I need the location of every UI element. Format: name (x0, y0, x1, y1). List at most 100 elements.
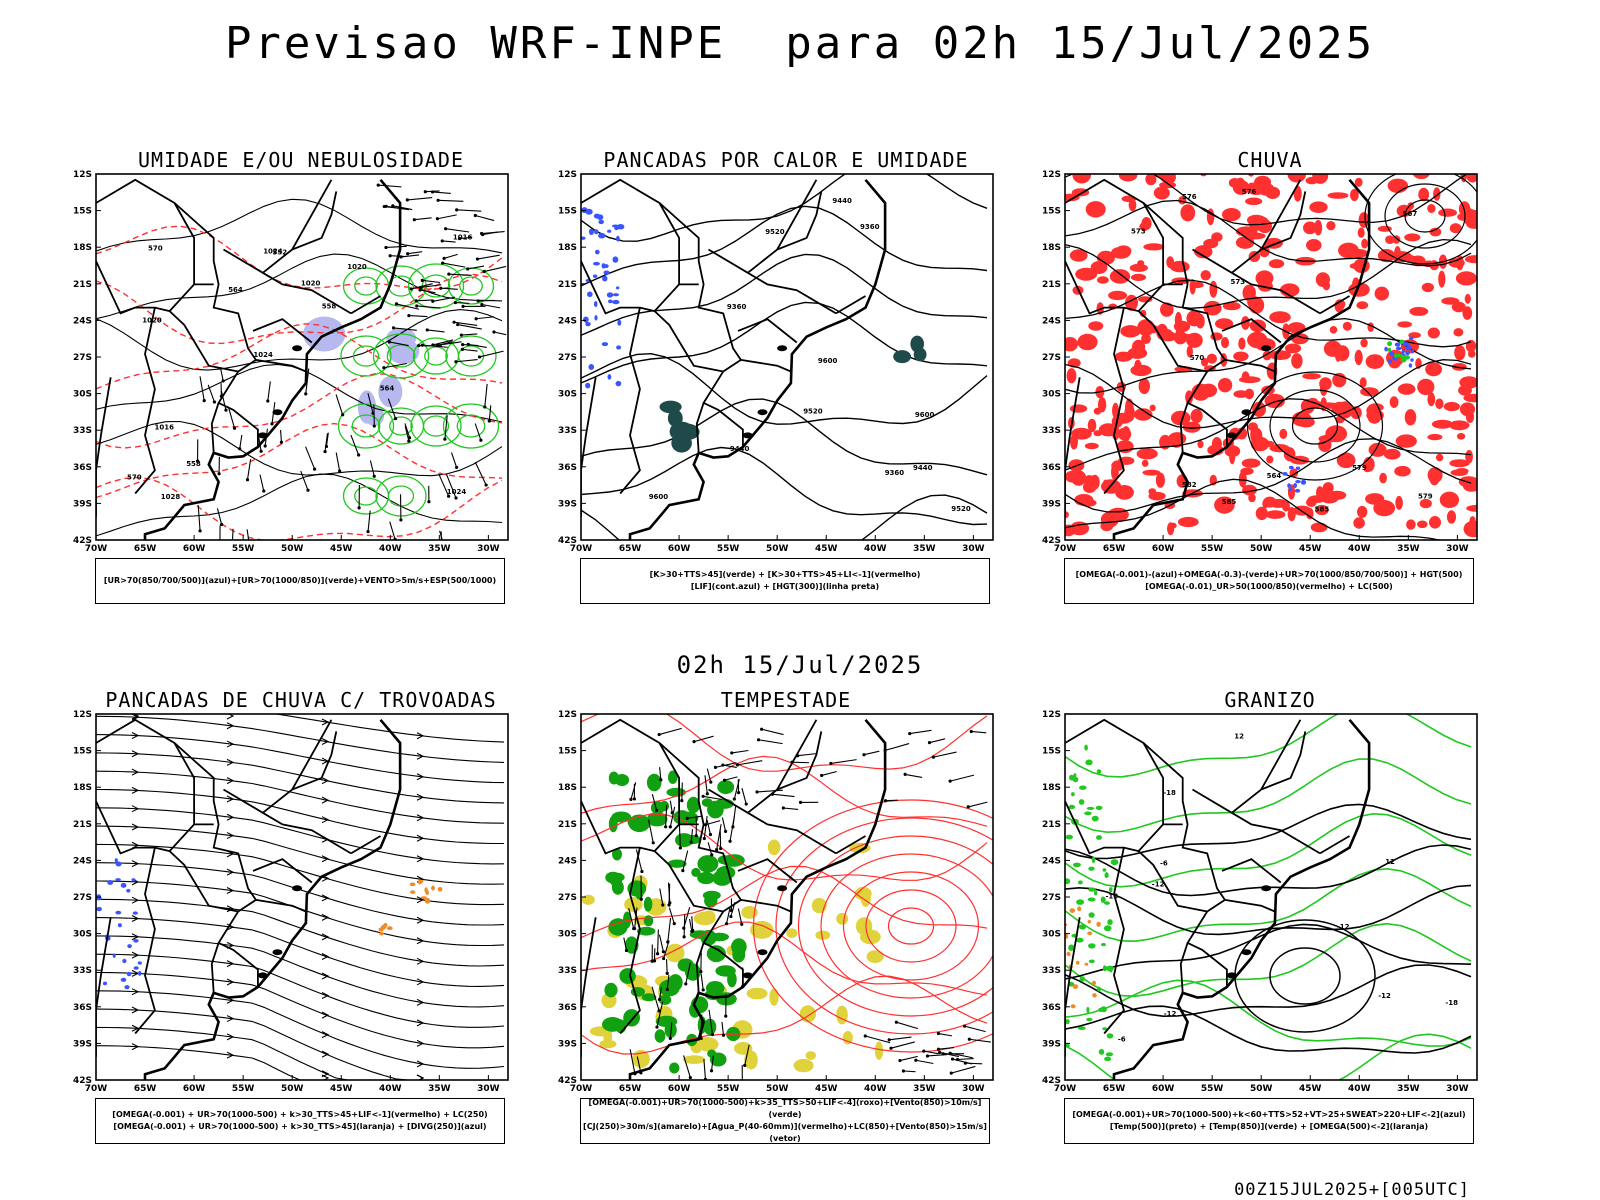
lon-tick-label: 65W (1103, 544, 1126, 554)
map-chuva: 585 585 582 579 576 573 570 579 576 573 567 564 12S 1… (1042, 170, 1478, 554)
lon-tick-label: 45W (815, 544, 838, 554)
lon-tick-label: 45W (1299, 1084, 1322, 1094)
legend-line: [CJ(250)>30m/s](amarelo)+[Agua_P(40-60mm… (583, 1122, 987, 1143)
lon-tick-label: 40W (379, 544, 402, 554)
panel-title: GRANIZO (1224, 688, 1316, 712)
lat-tick-label: 15S (1042, 207, 1061, 217)
lat-tick-label: 27S (558, 893, 577, 903)
lat-tick-label: 24S (558, 316, 577, 326)
lon-tick-label: 65W (1103, 1084, 1126, 1094)
contour-label: 12 (1234, 733, 1244, 741)
lat-tick-label: 42S (73, 536, 92, 546)
contour-label: 9520 (951, 505, 971, 513)
contour-label: 570 (127, 474, 142, 482)
panel-legend: [OMEGA(-0.001)+UR>70(1000-500)+k>35_TTS>… (580, 1098, 990, 1144)
lat-tick-label: 42S (558, 1076, 577, 1086)
lon-tick-label: 45W (815, 1084, 838, 1094)
contour-label: 9600 (915, 411, 935, 419)
panel-legend: [OMEGA(-0.001)+UR>70(1000-500)+k<60+TTS>… (1064, 1098, 1474, 1144)
lat-tick-label: 24S (558, 856, 577, 866)
lat-tick-label: 30S (1042, 390, 1061, 400)
contour-label: 573 (1131, 227, 1146, 235)
lat-tick-label: 12S (73, 710, 92, 720)
lon-tick-label: 35W (428, 544, 451, 554)
contour-label: -6 (1160, 859, 1168, 867)
lat-tick-label: 27S (73, 353, 92, 363)
panel-title: PANCADAS POR CALOR E UMIDADE (603, 148, 969, 172)
contour-label: 567 (1403, 210, 1418, 218)
lon-tick-label: 65W (619, 544, 642, 554)
lat-tick-label: 18S (73, 783, 92, 793)
lat-tick-label: 39S (1042, 499, 1061, 509)
lat-tick-label: 21S (558, 820, 577, 830)
run-timestamp: 00Z15JUL2025+[005UTC] (1234, 1180, 1470, 1200)
contour-label: 1016 (453, 233, 473, 241)
lat-tick-label: 27S (1042, 353, 1061, 363)
contour-label: 12 (1385, 858, 1395, 866)
lon-tick-label: 40W (864, 544, 887, 554)
contour-label: 552 (273, 249, 288, 257)
contour-label: 579 (1418, 493, 1433, 501)
lon-tick-label: 50W (766, 544, 789, 554)
lat-tick-label: 12S (558, 170, 577, 180)
lon-tick-label: 35W (1397, 544, 1420, 554)
contour-label: -12 (1337, 923, 1350, 931)
lon-tick-label: 60W (1152, 1084, 1175, 1094)
lon-tick-label: 50W (1250, 544, 1273, 554)
legend-line: [LIF](cont.azul) + [HGT(300)](linha pret… (690, 582, 880, 591)
lat-tick-label: 36S (558, 463, 577, 473)
lat-tick-label: 33S (1042, 966, 1061, 976)
map-panel-granizo: GRANIZO -6 -12 -12 -18 -18 -18 -12 -6 12 12 -12 12S 1… (1042, 688, 1564, 1178)
contour-label: 558 (322, 303, 337, 311)
lon-tick-label: 55W (232, 544, 255, 554)
lat-tick-label: 42S (1042, 536, 1061, 546)
map-panel-tempestade: TEMPESTADE 12S 15S 18S 21S 24S 27S 30S 33S 36S 39S… (558, 688, 1080, 1178)
lon-tick-label: 30W (477, 544, 500, 554)
lat-tick-label: 12S (558, 710, 577, 720)
lat-tick-label: 30S (558, 390, 577, 400)
panel-title: TEMPESTADE (720, 688, 852, 712)
lat-tick-label: 24S (73, 856, 92, 866)
lon-tick-label: 30W (962, 1084, 985, 1094)
lon-tick-label: 55W (717, 544, 740, 554)
lon-tick-label: 55W (232, 1084, 255, 1094)
lon-tick-label: 50W (1250, 1084, 1273, 1094)
contour-label: 9520 (803, 408, 823, 416)
contour-label: 1028 (161, 493, 181, 501)
contour-label: 564 (1267, 472, 1282, 480)
lon-tick-label: 30W (962, 544, 985, 554)
lat-tick-label: 27S (1042, 893, 1061, 903)
legend-line: [OMEGA(-0.001)+UR>70(1000-500)+k>35_TTS>… (588, 1098, 982, 1119)
map-pancadas_calor: 9600960096009520952094409440936093609440… (558, 170, 994, 554)
contour-label: 9440 (913, 464, 933, 472)
lat-tick-label: 24S (73, 316, 92, 326)
panel-legend: [OMEGA(-0.001) + UR>70(1000-500) + k>30_… (95, 1098, 505, 1144)
lat-tick-label: 24S (1042, 316, 1061, 326)
lon-tick-label: 45W (330, 1084, 353, 1094)
lon-tick-label: 60W (1152, 544, 1175, 554)
lat-tick-label: 30S (73, 930, 92, 940)
lat-tick-label: 12S (1042, 710, 1061, 720)
map-panel-chuva: CHUVA 585 585 582 579 576 573 570 579 576 573 567 56… (1042, 148, 1564, 638)
legend-line: [UR>70(850/700/500)](azul)+[UR>70(1000/8… (103, 576, 497, 585)
contour-label: 585 (1315, 506, 1330, 514)
lat-tick-label: 15S (1042, 747, 1061, 757)
lat-tick-label: 18S (558, 783, 577, 793)
lat-tick-label: 33S (558, 966, 577, 976)
lon-tick-label: 45W (330, 544, 353, 554)
contour-label: 1020 (347, 263, 367, 271)
contour-label: 576 (1182, 193, 1197, 201)
legend-line: [K>30+TTS>45](verde) + [K>30+TTS>45+LI<-… (649, 570, 921, 579)
contour-label: 564 (380, 385, 395, 393)
map-panel-pancadas_calor: PANCADAS POR CALOR E UMIDADE 9600 9600 9600… (558, 148, 1080, 638)
legend-line: [OMEGA(-0.001)-(azul)+OMEGA(-0.3)-(verde… (1075, 570, 1463, 579)
lon-tick-label: 50W (766, 1084, 789, 1094)
lat-tick-label: 18S (1042, 783, 1061, 793)
lat-tick-label: 30S (73, 390, 92, 400)
lat-tick-label: 12S (1042, 170, 1061, 180)
lat-tick-label: 21S (1042, 280, 1061, 290)
panel-title: CHUVA (1237, 148, 1303, 172)
lon-tick-label: 40W (1348, 1084, 1371, 1094)
lat-tick-label: 42S (558, 536, 577, 546)
